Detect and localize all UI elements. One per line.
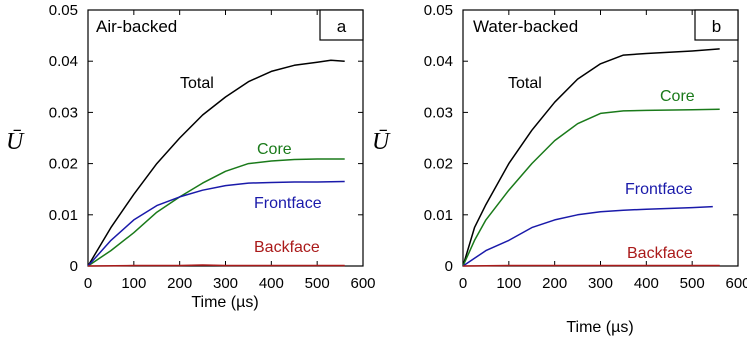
series-line-total <box>87 59 345 267</box>
x-tick-label: 100 <box>121 275 146 292</box>
panel-letter: a <box>337 17 347 36</box>
series-lines <box>87 59 345 267</box>
series-line-core <box>87 158 345 267</box>
y-tick-label: 0.01 <box>424 207 453 224</box>
series-label-backface: Backface <box>627 245 693 262</box>
ticks: 0 100 200 300 400 500 600 0 0.01 0.02 0.03 0.04 0.05 <box>49 2 376 292</box>
x-tick-label: 400 <box>259 275 284 292</box>
y-tick-label: 0.04 <box>49 53 78 70</box>
panel-title: Water-backed <box>473 17 578 36</box>
series-line-frontface <box>87 180 345 267</box>
y-tick-label: 0.01 <box>49 207 78 224</box>
x-tick-label: 0 <box>459 275 467 292</box>
y-tick-label: 0.03 <box>49 104 78 121</box>
x-tick-label: 200 <box>542 275 567 292</box>
x-tick-label: 300 <box>588 275 613 292</box>
x-tick-label: 100 <box>496 275 521 292</box>
y-axis-label: Ū <box>6 129 25 155</box>
series-label-backface: Backface <box>254 239 320 256</box>
series-label-frontface: Frontface <box>625 181 693 198</box>
x-axis-label: Time (µs) <box>566 319 633 336</box>
series-label-total: Total <box>180 75 214 92</box>
panel-title: Air-backed <box>96 17 177 36</box>
y-axis-label: Ū <box>372 129 391 155</box>
series-label-total: Total <box>508 75 542 92</box>
series-label-core: Core <box>660 88 695 105</box>
x-tick-label: 600 <box>725 275 747 292</box>
panel-letter-box <box>319 9 364 41</box>
series-line-core <box>462 108 720 267</box>
x-tick-label: 0 <box>84 275 92 292</box>
series-line-backface <box>87 264 345 267</box>
x-tick-label: 600 <box>350 275 375 292</box>
plot-frame <box>87 9 364 267</box>
x-tick-label: 500 <box>305 275 330 292</box>
y-tick-label: 0 <box>445 258 453 275</box>
y-tick-label: 0.03 <box>424 104 453 121</box>
y-tick-label: 0.02 <box>424 156 453 173</box>
series-lines <box>462 48 720 267</box>
panel-letter: b <box>712 17 721 36</box>
y-tick-label: 0.05 <box>49 2 78 19</box>
x-tick-label: 400 <box>634 275 659 292</box>
y-tick-label: 0 <box>70 258 78 275</box>
y-tick-label: 0.04 <box>424 53 453 70</box>
series-label-frontface: Frontface <box>254 195 322 212</box>
x-tick-label: 500 <box>680 275 705 292</box>
panel-water-backed: Water-backed b Ū Time (µs) 0 100 200 300 400… <box>372 2 747 336</box>
x-tick-label: 200 <box>167 275 192 292</box>
y-tick-label: 0.05 <box>424 2 453 19</box>
plot-frame <box>462 9 739 267</box>
series-line-total <box>462 48 720 267</box>
panel-air-backed: Air-backed a Ū Time (µs) 0 100 200 300 400 50… <box>6 2 376 311</box>
panel-letter-box <box>694 9 739 41</box>
series-line-backface <box>462 264 720 267</box>
x-axis-label: Time (µs) <box>191 294 258 311</box>
ticks: 0 100 200 300 400 500 600 0 0.01 0.02 0.03 0.04 0.05 <box>424 2 747 292</box>
series-line-frontface <box>462 205 713 267</box>
y-tick-label: 0.02 <box>49 156 78 173</box>
series-label-core: Core <box>257 141 292 158</box>
x-tick-label: 300 <box>213 275 238 292</box>
